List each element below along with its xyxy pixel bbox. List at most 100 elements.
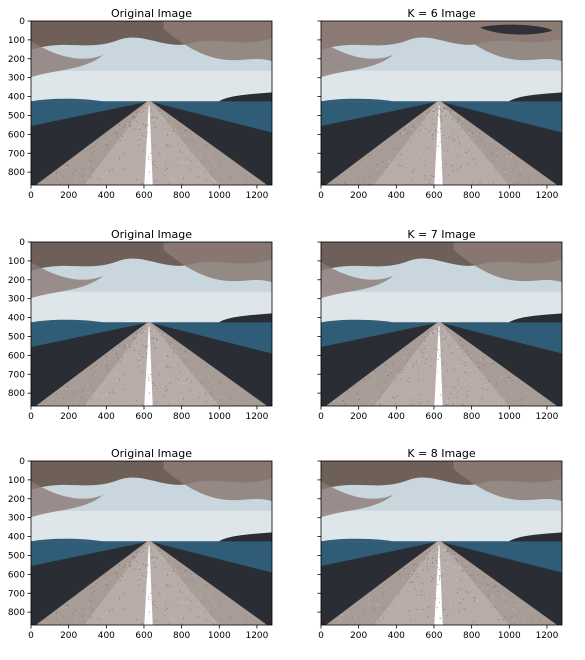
x-tick-label: 600 [425, 412, 442, 422]
cloud-mass-right [163, 242, 272, 283]
tree-line-right [508, 92, 562, 104]
subplot-title: K = 7 Image [407, 228, 476, 241]
axes-frame [320, 460, 563, 626]
y-tick-label: 100 [8, 476, 25, 486]
texture-speckle [332, 328, 528, 406]
x-tick-label: 0 [318, 191, 324, 201]
y-tick-label: 0 [19, 238, 25, 248]
field-right [149, 101, 272, 133]
axes-frame [30, 460, 273, 626]
subplot-4: K = 7 Image 0 200 400 600 800 1000 1200 [317, 228, 563, 422]
tree-line-right [508, 313, 562, 325]
x-tick-label: 200 [350, 191, 367, 201]
texture-speckle [336, 107, 544, 185]
y-tick-label: 100 [8, 36, 25, 46]
subplot-6: K = 8 Image 0 200 400 600 800 1000 1200 [317, 447, 563, 641]
y-tick-label: 600 [8, 130, 25, 140]
subplot-5: Original Image 0 200 400 600 800 1000 1200 0 100 2… [8, 447, 273, 641]
tree-line-right [218, 532, 272, 544]
y-tick-label: 800 [8, 168, 25, 178]
x-tick-label: 800 [173, 631, 190, 641]
texture-speckle [339, 548, 541, 625]
subplot-title: Original Image [111, 228, 192, 241]
road-highlight [374, 541, 509, 625]
tree-line-left [321, 98, 394, 102]
cloud-mass-left [31, 41, 104, 78]
road-highlight [84, 322, 219, 406]
y-tick-label: 0 [19, 457, 25, 467]
center-stripe [144, 105, 153, 185]
y-tick-label: 300 [8, 74, 25, 84]
x-tick-label: 1200 [245, 412, 268, 422]
x-tick-label: 1000 [208, 412, 231, 422]
x-tick-label: 0 [318, 631, 324, 641]
x-tick-label: 1200 [535, 631, 558, 641]
cloud-mass-left [321, 41, 394, 78]
image-content [31, 242, 272, 406]
texture-speckle [45, 328, 247, 406]
x-tick-label: 400 [388, 412, 405, 422]
cloud-mass-left [31, 481, 104, 518]
x-tick-label: 600 [135, 631, 152, 641]
subplot-title: K = 6 Image [407, 7, 476, 20]
field-left [321, 101, 440, 126]
x-tick-label: 0 [28, 631, 34, 641]
x-tick-label: 1200 [535, 191, 558, 201]
center-stripe [434, 545, 443, 625]
field-left [31, 101, 150, 126]
axes-frame [320, 20, 563, 186]
x-tick-label: 400 [388, 191, 405, 201]
cloud-mass-left [321, 481, 394, 518]
road-highlight [84, 541, 219, 625]
road-highlight [84, 101, 219, 185]
subplot-title: Original Image [111, 7, 192, 20]
y-tick-label: 800 [8, 608, 25, 618]
tree-line-left [321, 538, 394, 542]
tree-line-left [31, 319, 104, 323]
x-tick-label: 1000 [498, 191, 521, 201]
x-tick-label: 1000 [498, 412, 521, 422]
y-tick-label: 700 [8, 370, 25, 380]
y-tick-label: 700 [8, 589, 25, 599]
road-highlight [374, 322, 509, 406]
x-tick-label: 1000 [208, 631, 231, 641]
y-tick-label: 600 [8, 351, 25, 361]
y-tick-label: 0 [19, 17, 25, 27]
x-tick-label: 1200 [535, 412, 558, 422]
x-tick-label: 800 [463, 412, 480, 422]
x-tick-label: 1200 [245, 631, 268, 641]
cloud-mass-right [163, 461, 272, 502]
subplot-2: K = 6 Image 0 200 400 600 800 1000 1200 [317, 7, 563, 201]
cloud-mass-right [453, 461, 562, 502]
y-tick-label: 200 [8, 276, 25, 286]
cloud-mass-right [453, 242, 562, 283]
image-content [321, 21, 562, 185]
x-tick-label: 200 [60, 412, 77, 422]
x-tick-label: 1000 [498, 631, 521, 641]
x-tick-label: 800 [463, 631, 480, 641]
x-tick-label: 0 [28, 191, 34, 201]
y-tick-label: 200 [8, 495, 25, 505]
y-tick-label: 500 [8, 111, 25, 121]
y-tick-label: 400 [8, 314, 25, 324]
x-tick-label: 200 [350, 631, 367, 641]
texture-speckle [45, 547, 247, 625]
image-content [321, 461, 562, 625]
x-tick-label: 400 [98, 191, 115, 201]
x-tick-label: 400 [388, 631, 405, 641]
subplot-1: Original Image 0 200 400 600 800 1000 1200 0 100 2… [8, 7, 273, 201]
center-stripe [144, 326, 153, 406]
field-left [31, 322, 150, 347]
y-tick-label: 600 [8, 570, 25, 580]
x-tick-label: 600 [135, 412, 152, 422]
y-tick-label: 500 [8, 332, 25, 342]
y-tick-label: 300 [8, 295, 25, 305]
x-tick-label: 1200 [245, 191, 268, 201]
y-tick-label: 100 [8, 257, 25, 267]
x-tick-label: 400 [98, 631, 115, 641]
field-left [321, 322, 440, 347]
tree-line-left [31, 538, 104, 542]
axes-frame [320, 241, 563, 407]
cloud-mass-left [321, 262, 394, 299]
x-tick-label: 800 [463, 191, 480, 201]
